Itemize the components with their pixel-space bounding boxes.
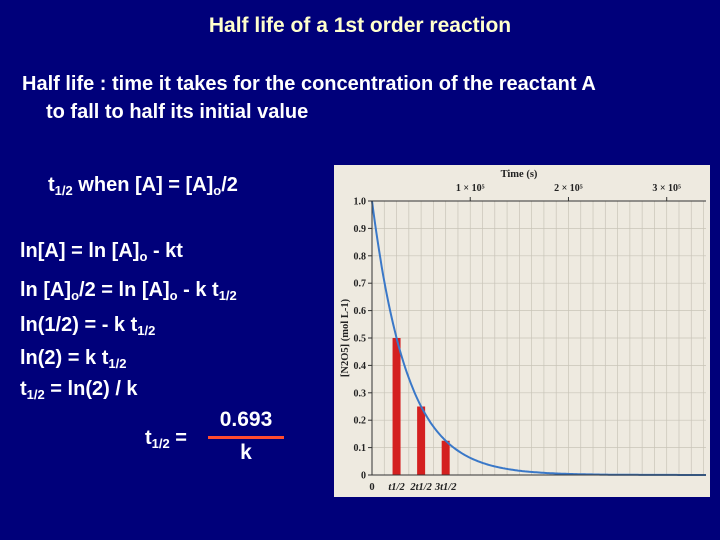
x-origin-label: 0 bbox=[369, 482, 374, 493]
eq4-half-subscript: 1/2 bbox=[108, 356, 127, 371]
bar-label-1: t1/2 bbox=[388, 482, 405, 493]
bar-3 bbox=[441, 440, 450, 475]
eq5-half-subscript: 1/2 bbox=[26, 387, 45, 402]
chart-panel bbox=[334, 165, 710, 497]
x-axis-label: Time (s) bbox=[501, 169, 538, 180]
condition-t: t bbox=[48, 174, 55, 196]
y-tick-label: 0.1 bbox=[354, 443, 367, 454]
equation-5: t1/2 = ln(2) / k bbox=[20, 378, 138, 402]
top-tick-label: 3 × 10⁵ bbox=[652, 183, 681, 194]
condition-o-subscript: o bbox=[213, 183, 222, 198]
eq1-o-subscript: o bbox=[139, 249, 148, 264]
eq5-t: t bbox=[20, 378, 27, 400]
y-tick-label: 0.6 bbox=[354, 306, 367, 317]
y-tick-label: 0.7 bbox=[354, 279, 367, 290]
eq1-a: ln[A] = ln [A] bbox=[20, 240, 140, 262]
eq2-o1-subscript: o bbox=[71, 288, 80, 303]
fraction-numerator: 0.693 bbox=[219, 408, 273, 431]
half-life-condition: t1/2 when [A] = [A]o/2 bbox=[48, 174, 238, 198]
y-tick-label: 0.3 bbox=[354, 388, 367, 399]
bar-label-3: 3t1/2 bbox=[434, 482, 457, 493]
eq2-o2-subscript: o bbox=[169, 288, 178, 303]
eq5-b: = ln(2) / k bbox=[44, 378, 138, 400]
top-tick-label: 1 × 10⁵ bbox=[456, 183, 485, 194]
y-tick-label: 0.4 bbox=[354, 361, 367, 372]
eq3-a: ln(1/2) = - k t bbox=[20, 314, 138, 336]
decay-chart: 0 0.1 0.2 0.3 0.4 0.5 0.6 0.7 0.8 0.9 1.0 1 × 10⁵ 2 … bbox=[334, 165, 710, 497]
condition-tail: /2 bbox=[221, 174, 238, 196]
equation-4: ln(2) = k t1/2 bbox=[20, 347, 126, 371]
y-tick-label: 0.5 bbox=[354, 334, 367, 345]
eq1-b: - kt bbox=[147, 240, 183, 262]
definition-line-2: to fall to half its initial value bbox=[46, 101, 309, 123]
y-axis-label: [N2O5] (mol L-1) bbox=[340, 298, 351, 377]
y-tick-label: 0.2 bbox=[354, 416, 367, 427]
y-tick-label: 0.8 bbox=[354, 251, 367, 262]
half-life-definition: Half life : time it takes for the concen… bbox=[22, 70, 720, 126]
eq2-b: /2 = ln [A] bbox=[79, 279, 170, 301]
y-tick-label: 1.0 bbox=[354, 197, 367, 208]
equation-2: ln [A]o/2 = ln [A]o - k t1/2 bbox=[20, 279, 237, 303]
fraction-half-subscript: 1/2 bbox=[151, 436, 170, 451]
definition-line-1: Half life : time it takes for the concen… bbox=[22, 73, 596, 95]
fraction-equals: = bbox=[169, 427, 187, 449]
fraction-denominator: k bbox=[240, 441, 252, 464]
bar-1 bbox=[392, 338, 401, 475]
fraction-t: t bbox=[145, 427, 152, 449]
eq2-half-subscript: 1/2 bbox=[218, 288, 237, 303]
y-tick-label: 0.9 bbox=[354, 224, 367, 235]
top-tick-label: 2 × 10⁵ bbox=[554, 183, 583, 194]
bar-2 bbox=[417, 406, 426, 475]
eq4-a: ln(2) = k t bbox=[20, 347, 109, 369]
condition-half-subscript: 1/2 bbox=[54, 183, 73, 198]
eq3-half-subscript: 1/2 bbox=[137, 323, 156, 338]
eq2-a: ln [A] bbox=[20, 279, 72, 301]
equation-3: ln(1/2) = - k t1/2 bbox=[20, 314, 155, 338]
equation-1: ln[A] = ln [A]o - kt bbox=[20, 240, 183, 264]
fraction-lhs: t1/2 = bbox=[145, 427, 187, 451]
fraction-bar bbox=[208, 436, 284, 439]
y-tick-label: 0 bbox=[361, 471, 366, 482]
eq2-c: - k t bbox=[177, 279, 219, 301]
condition-mid: when [A] = [A] bbox=[72, 174, 214, 196]
bar-label-2: 2t1/2 bbox=[409, 482, 432, 493]
slide-title: Half life of a 1st order reaction bbox=[208, 14, 512, 37]
